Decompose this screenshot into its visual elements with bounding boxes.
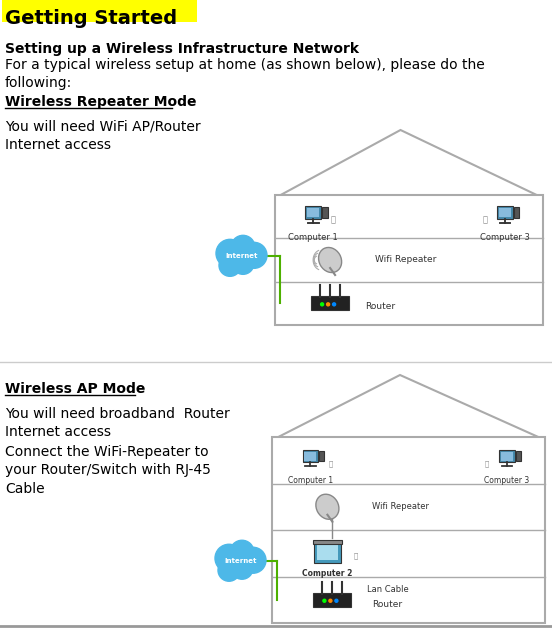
Text: For a typical wireless setup at home (as shown below), please do the
following:: For a typical wireless setup at home (as… (5, 58, 485, 91)
FancyBboxPatch shape (501, 452, 513, 460)
FancyBboxPatch shape (498, 208, 511, 217)
Text: Router: Router (373, 600, 402, 609)
Bar (272, 437, 545, 623)
Text: Wifi Repeater: Wifi Repeater (373, 502, 429, 511)
Circle shape (241, 242, 267, 268)
Text: Computer 1: Computer 1 (288, 476, 333, 485)
Circle shape (333, 303, 336, 306)
Text: Connect the WiFi-Repeater to
your Router/Switch with RJ-45
Cable: Connect the WiFi-Repeater to your Router… (5, 445, 211, 496)
FancyBboxPatch shape (317, 545, 338, 560)
Text: Internet: Internet (225, 559, 257, 564)
Ellipse shape (319, 247, 342, 273)
Text: ⦿: ⦿ (328, 460, 332, 467)
Text: Router: Router (365, 302, 395, 311)
FancyBboxPatch shape (307, 208, 320, 217)
Bar (275, 195, 543, 325)
Text: Computer 3: Computer 3 (484, 476, 529, 485)
FancyBboxPatch shape (314, 593, 352, 607)
Text: You will need broadband  Router
Internet access: You will need broadband Router Internet … (5, 407, 230, 439)
FancyBboxPatch shape (500, 450, 514, 462)
Text: Getting Started: Getting Started (5, 9, 177, 28)
Text: You will need WiFi AP/Router
Internet access: You will need WiFi AP/Router Internet ac… (5, 120, 200, 152)
FancyBboxPatch shape (514, 207, 519, 218)
Circle shape (216, 239, 244, 268)
FancyBboxPatch shape (302, 450, 318, 462)
FancyBboxPatch shape (305, 206, 321, 219)
Text: Internet: Internet (226, 254, 258, 259)
Text: Wifi Repeater: Wifi Repeater (375, 256, 437, 264)
Circle shape (231, 557, 253, 579)
Text: ⦿: ⦿ (353, 552, 358, 559)
Text: Wireless AP Mode: Wireless AP Mode (5, 382, 145, 396)
Text: ⦿: ⦿ (331, 215, 336, 224)
Text: Computer 3: Computer 3 (480, 233, 530, 242)
Circle shape (240, 547, 266, 573)
FancyBboxPatch shape (311, 296, 349, 310)
FancyBboxPatch shape (319, 451, 324, 462)
FancyBboxPatch shape (305, 452, 316, 460)
Circle shape (231, 235, 255, 259)
FancyBboxPatch shape (322, 207, 327, 218)
Circle shape (323, 599, 326, 602)
Circle shape (230, 540, 254, 564)
FancyBboxPatch shape (516, 451, 521, 462)
Text: Computer 2: Computer 2 (302, 569, 353, 578)
Text: Computer 1: Computer 1 (288, 233, 338, 242)
Text: Setting up a Wireless Infrastructure Network: Setting up a Wireless Infrastructure Net… (5, 42, 359, 56)
Text: Wireless Repeater Mode: Wireless Repeater Mode (5, 95, 197, 109)
Text: Lan Cable: Lan Cable (368, 585, 409, 594)
Circle shape (327, 303, 330, 306)
Circle shape (232, 252, 254, 275)
FancyBboxPatch shape (497, 206, 513, 219)
Circle shape (218, 559, 240, 581)
Circle shape (335, 599, 338, 602)
Circle shape (215, 544, 243, 573)
Circle shape (329, 599, 332, 602)
Text: ⦿: ⦿ (482, 215, 487, 224)
FancyBboxPatch shape (2, 0, 197, 22)
FancyBboxPatch shape (313, 540, 342, 544)
FancyBboxPatch shape (314, 542, 341, 563)
Circle shape (321, 303, 323, 306)
Text: ⦿: ⦿ (485, 460, 489, 467)
Ellipse shape (316, 495, 339, 519)
Circle shape (219, 254, 241, 276)
